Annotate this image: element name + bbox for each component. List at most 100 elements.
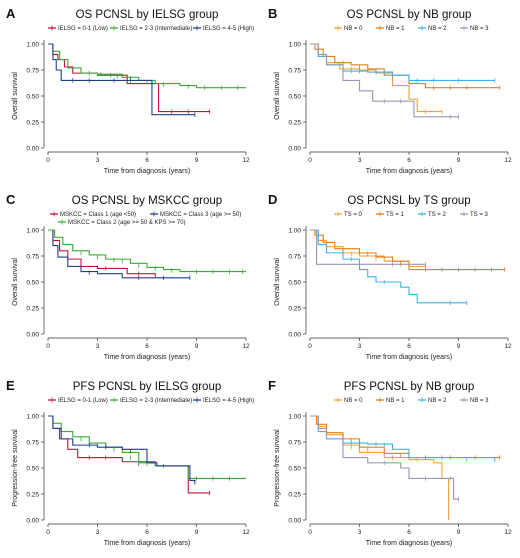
- legend-item: IELSG = 2-3 (Intermediate): [110, 397, 192, 404]
- legend-item: TS = 3: [460, 211, 489, 218]
- y-axis-label: Overall survival: [274, 72, 281, 120]
- y-tick-label: 0.25: [288, 119, 301, 126]
- y-tick-label: 0.50: [26, 93, 39, 100]
- x-axis-label: Time from diagnosis (years): [366, 168, 453, 175]
- legend-item: TS = 0: [334, 211, 363, 218]
- x-tick-label: 0: [308, 157, 312, 164]
- x-tick-label: 9: [457, 157, 461, 164]
- legend-label: NB = 3: [470, 26, 489, 32]
- legend-item: MSKCC = Class 2 (age >= 50 & KPS >= 70): [58, 219, 186, 226]
- series-line: [48, 229, 246, 273]
- series: [310, 415, 496, 462]
- series: [48, 229, 191, 281]
- legend-label: MSKCC = Class 1 (age <50): [60, 212, 136, 218]
- x-tick-label: 0: [308, 343, 312, 350]
- y-tick-label: 0.75: [288, 253, 301, 260]
- legend-item: NB = 1: [376, 397, 405, 404]
- y-tick-label: 1.00: [26, 41, 39, 48]
- legend-item: NB = 2: [418, 25, 447, 32]
- x-tick-label: 9: [195, 343, 199, 350]
- x-tick-label: 9: [457, 343, 461, 350]
- y-tick-label: 0.25: [26, 119, 39, 126]
- legend-label: IELSG = 4-5 (High): [203, 398, 254, 404]
- series-line: [310, 415, 500, 459]
- y-tick-label: 0.00: [26, 331, 39, 338]
- legend-item: NB = 0: [334, 25, 363, 32]
- chart-title: PFS PCNSL by IELSG group: [73, 381, 222, 393]
- chart-title: OS PCNSL by MSKCC group: [72, 195, 222, 207]
- legend-item: NB = 0: [334, 397, 363, 404]
- x-tick-label: 3: [358, 157, 362, 164]
- legend: IELSG = 0-1 (Low) IELSG = 2-3 (Intermedia…: [48, 25, 254, 32]
- legend-item: IELSG = 2-3 (Intermediate): [110, 25, 192, 32]
- x-tick-label: 6: [407, 343, 411, 350]
- legend-item: MSKCC = Class 3 (age >= 50): [150, 211, 241, 218]
- x-tick-label: 12: [504, 529, 512, 536]
- legend-item: NB = 1: [376, 25, 405, 32]
- series-line: [48, 43, 195, 116]
- y-tick-label: 1.00: [26, 413, 39, 420]
- x-tick-label: 12: [504, 343, 512, 350]
- legend-label: IELSG = 0-1 (Low): [58, 26, 108, 32]
- legend-label: NB = 3: [470, 398, 489, 404]
- legend: NB = 0 NB = 1 NB = 2 NB = 3: [334, 25, 489, 32]
- series: [48, 229, 246, 274]
- legend-label: NB = 2: [428, 398, 447, 404]
- legend-item: MSKCC = Class 1 (age <50): [50, 211, 136, 218]
- series-line: [48, 415, 246, 479]
- panel-label: B: [268, 6, 277, 21]
- legend-item: IELSG = 4-5 (High): [193, 397, 254, 404]
- chart-title: OS PCNSL by TS group: [347, 195, 470, 207]
- x-tick-label: 0: [46, 529, 50, 536]
- x-tick-label: 3: [96, 529, 100, 536]
- panel-label: C: [6, 192, 16, 207]
- y-tick-label: 0.00: [288, 145, 301, 152]
- x-tick-label: 3: [358, 529, 362, 536]
- legend-label: TS = 3: [470, 212, 489, 218]
- series: [310, 415, 450, 520]
- y-axis-label: Overall survival: [274, 258, 281, 306]
- y-tick-label: 0.00: [26, 517, 39, 524]
- y-tick-label: 1.00: [288, 227, 301, 234]
- series: [310, 229, 468, 305]
- y-tick-label: 0.50: [288, 465, 301, 472]
- x-tick-label: 9: [195, 157, 199, 164]
- legend-item: NB = 3: [460, 25, 489, 32]
- series: [310, 229, 426, 269]
- x-tick-label: 9: [457, 529, 461, 536]
- series: [48, 43, 196, 117]
- legend-label: TS = 1: [386, 212, 405, 218]
- x-tick-label: 12: [242, 343, 250, 350]
- y-tick-label: 0.75: [26, 253, 39, 260]
- legend-item: IELSG = 4-5 (High): [193, 25, 254, 32]
- x-tick-label: 12: [242, 157, 250, 164]
- y-tick-label: 0.00: [288, 517, 301, 524]
- series-line: [310, 415, 459, 500]
- x-tick-label: 6: [145, 157, 149, 164]
- y-axis-label: Progression-free survival: [274, 429, 281, 507]
- x-axis-label: Time from diagnosis (years): [104, 168, 191, 175]
- legend: IELSG = 0-1 (Low) IELSG = 2-3 (Intermedia…: [48, 397, 254, 404]
- series-line: [48, 415, 196, 483]
- panel-label: E: [6, 378, 15, 393]
- series-line: [310, 229, 505, 271]
- series-line: [310, 229, 426, 265]
- y-tick-label: 0.25: [26, 305, 39, 312]
- legend: NB = 0 NB = 1 NB = 2 NB = 3: [334, 397, 489, 404]
- series-line: [48, 415, 210, 494]
- panel-label: D: [268, 192, 277, 207]
- legend-item: IELSG = 0-1 (Low): [48, 397, 108, 404]
- y-tick-label: 0.00: [26, 145, 39, 152]
- legend-label: NB = 1: [386, 398, 405, 404]
- y-tick-label: 0.25: [288, 305, 301, 312]
- x-tick-label: 3: [96, 343, 100, 350]
- series-line: [310, 43, 500, 89]
- series: [310, 229, 506, 272]
- series-line: [310, 43, 459, 118]
- series: [310, 415, 459, 502]
- series: [310, 229, 426, 267]
- x-tick-label: 3: [358, 343, 362, 350]
